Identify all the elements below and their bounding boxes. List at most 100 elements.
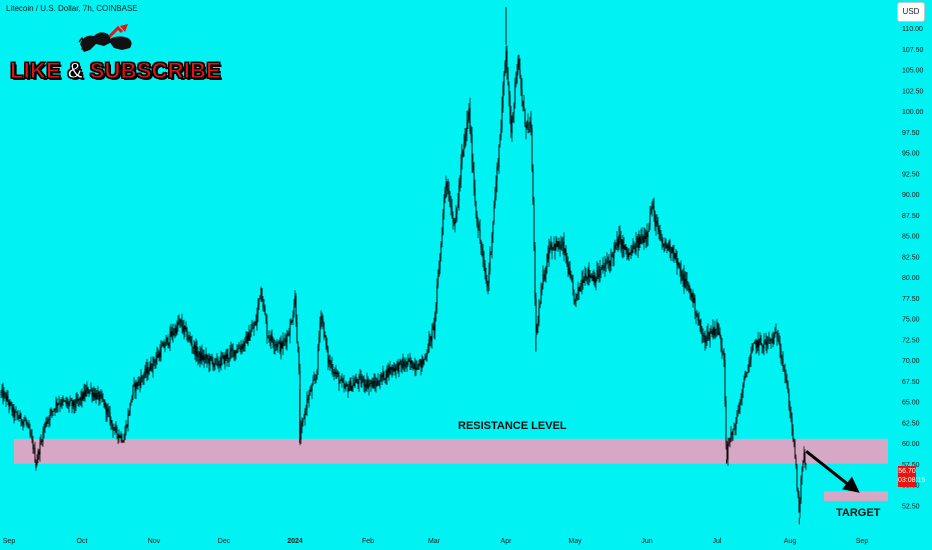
- candle-body: [482, 252, 484, 258]
- candle-body: [673, 252, 675, 259]
- candle-body: [3, 392, 5, 399]
- x-tick-label: Apr: [501, 538, 513, 545]
- candle-body: [63, 400, 65, 402]
- candle-body: [304, 410, 306, 419]
- candle-body: [119, 435, 121, 438]
- candle-body: [459, 180, 461, 186]
- candle-body: [98, 391, 100, 401]
- candle-body: [667, 245, 669, 250]
- candle-body: [102, 398, 104, 400]
- candle-body: [698, 320, 700, 321]
- candle-body: [514, 82, 516, 105]
- resistance-zone: [14, 438, 888, 464]
- candle-body: [193, 344, 195, 349]
- candle-body: [196, 346, 198, 358]
- candle-body: [398, 361, 400, 372]
- candle-body: [123, 439, 125, 443]
- candle-body: [270, 334, 272, 341]
- candle-body: [650, 212, 652, 213]
- candle-body: [695, 313, 697, 316]
- candle-body: [523, 106, 525, 111]
- candle-body: [581, 279, 583, 287]
- candle-body: [576, 294, 578, 295]
- candle-body: [80, 396, 82, 401]
- y-axis[interactable]: 52.5055.0057.5060.0062.5065.0067.5070.00…: [902, 26, 924, 510]
- candle-body: [29, 428, 31, 435]
- candle-body: [713, 327, 715, 336]
- x-tick-label: Aug: [784, 538, 797, 545]
- candle-body: [435, 304, 437, 313]
- candle-body: [672, 247, 674, 253]
- y-tick-label: 52.50: [902, 503, 920, 510]
- candle-body: [136, 382, 138, 387]
- candle-body: [183, 325, 185, 332]
- candle-body: [478, 229, 480, 230]
- candle-body: [164, 345, 166, 348]
- candle-body: [433, 326, 435, 331]
- candle-body: [19, 413, 21, 419]
- candle-body: [551, 244, 553, 250]
- candle-body: [262, 301, 264, 308]
- y-tick-label: 65.00: [902, 400, 920, 407]
- candle-body: [751, 349, 753, 354]
- candle-body: [72, 400, 74, 406]
- y-tick-label: 105.00: [902, 68, 924, 75]
- target-zone: [824, 491, 888, 502]
- candle-body: [217, 359, 219, 366]
- candle-body: [265, 314, 267, 322]
- candle-body: [544, 274, 546, 280]
- candle-body: [143, 375, 145, 379]
- candle-body: [121, 435, 123, 442]
- candle-body: [450, 205, 452, 208]
- candle-body: [380, 375, 382, 382]
- candle-body: [571, 277, 573, 283]
- candle-body: [584, 273, 586, 280]
- candle-body: [77, 398, 79, 402]
- candle-body: [787, 384, 789, 393]
- candle-body: [492, 222, 494, 236]
- candle-body: [617, 239, 619, 248]
- candle-body: [149, 363, 151, 372]
- candle-body: [24, 420, 26, 422]
- candle-body: [297, 341, 299, 352]
- candle-body: [37, 451, 39, 461]
- candle-body: [65, 400, 67, 404]
- y-tick-label: 62.50: [902, 420, 920, 427]
- brand-subscribe: SUBSCRIBE: [89, 58, 222, 84]
- y-tick-label: 82.50: [902, 254, 920, 261]
- candle-body: [589, 275, 591, 278]
- y-tick-label: 85.00: [902, 234, 920, 241]
- candle-body: [248, 332, 250, 341]
- candle-body: [208, 358, 210, 365]
- candle-body: [195, 346, 197, 356]
- candle-body: [171, 330, 173, 337]
- candle-body: [432, 326, 434, 329]
- x-tick-label: Dec: [218, 538, 231, 545]
- candle-body: [796, 466, 798, 489]
- candle-body: [768, 339, 770, 340]
- candle-body: [487, 283, 489, 287]
- x-axis[interactable]: Sep Oct Nov Dec 2024 Feb Mar Apr May Jun Jul Aug Sep: [3, 538, 869, 545]
- candle-body: [406, 361, 408, 365]
- y-tick-label: 97.50: [902, 130, 920, 137]
- candle-body: [539, 303, 541, 308]
- candle-body: [116, 427, 118, 434]
- candle-body: [125, 425, 127, 433]
- x-tick-label: 2024: [287, 538, 303, 545]
- candle-body: [665, 241, 667, 248]
- currency-button[interactable]: USD: [897, 2, 925, 22]
- candle-body: [20, 413, 22, 422]
- candle-body: [578, 287, 580, 292]
- candle-body: [118, 435, 120, 438]
- candle-body: [314, 379, 316, 380]
- candle-body: [40, 440, 42, 443]
- candle-body: [286, 333, 288, 343]
- candle-body: [198, 351, 200, 356]
- candle-body: [540, 289, 542, 304]
- resistance-level-label: RESISTANCE LEVEL: [458, 419, 567, 432]
- candle-body: [666, 245, 668, 248]
- candle-body: [793, 439, 795, 442]
- candle-body: [460, 164, 462, 181]
- candle-body: [776, 333, 778, 339]
